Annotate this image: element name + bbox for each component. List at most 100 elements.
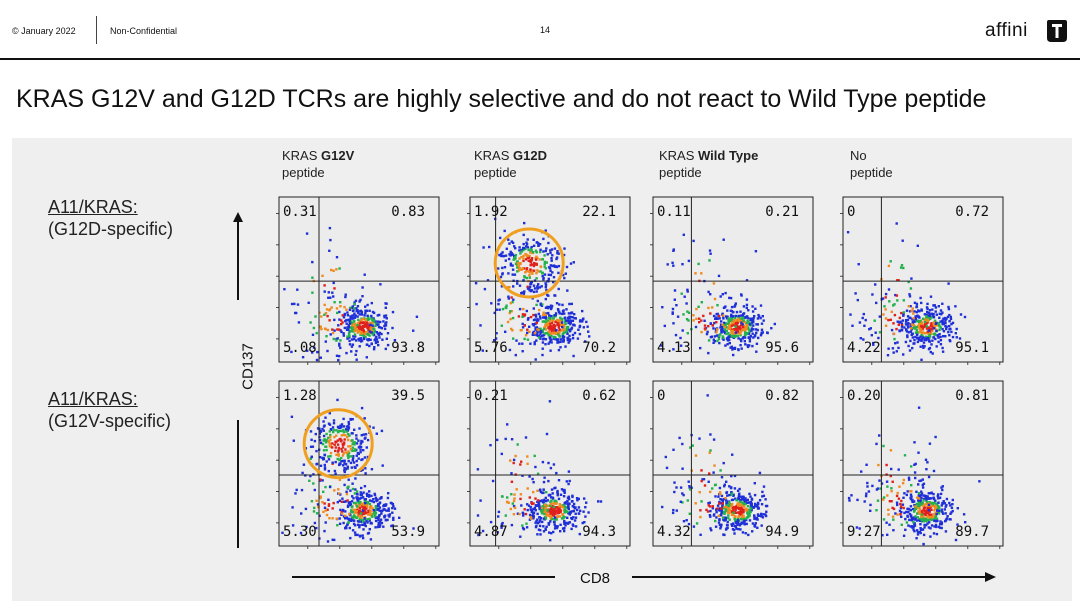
event-dot bbox=[351, 495, 354, 498]
event-dot bbox=[930, 332, 933, 335]
event-dot bbox=[709, 252, 712, 255]
event-dot bbox=[556, 491, 559, 494]
event-dot bbox=[509, 264, 513, 267]
event-dot bbox=[955, 327, 958, 331]
event-dot bbox=[342, 433, 345, 437]
event-dot bbox=[331, 538, 334, 541]
event-dot bbox=[529, 515, 532, 519]
event-dot bbox=[698, 321, 701, 324]
event-dot bbox=[504, 254, 508, 257]
event-dot bbox=[321, 442, 325, 446]
event-dot bbox=[948, 339, 951, 342]
brand-logo-text: affini bbox=[985, 20, 1028, 41]
event-dot bbox=[699, 515, 702, 519]
event-dot bbox=[895, 294, 899, 297]
event-dot bbox=[358, 506, 362, 509]
event-dot bbox=[355, 490, 359, 493]
event-dot bbox=[376, 323, 379, 326]
event-dot bbox=[311, 260, 314, 264]
event-dot bbox=[920, 326, 924, 329]
event-dot bbox=[348, 320, 352, 324]
event-dot bbox=[336, 501, 339, 504]
event-dot bbox=[919, 499, 922, 502]
event-dot bbox=[566, 338, 569, 342]
event-dot bbox=[584, 506, 587, 509]
event-dot bbox=[347, 451, 351, 455]
event-dot bbox=[582, 510, 585, 513]
event-dot bbox=[328, 442, 331, 445]
event-dot bbox=[557, 309, 560, 312]
event-dot bbox=[955, 336, 958, 339]
event-dot bbox=[355, 510, 358, 513]
event-dot bbox=[935, 505, 938, 509]
event-dot bbox=[332, 337, 335, 341]
event-dot bbox=[359, 442, 362, 445]
event-dot bbox=[521, 322, 524, 326]
event-dot bbox=[363, 507, 366, 511]
event-dot bbox=[531, 272, 534, 275]
event-dot bbox=[681, 501, 684, 504]
event-dot bbox=[538, 308, 541, 312]
event-dot bbox=[671, 511, 675, 515]
event-dot bbox=[324, 416, 327, 419]
event-dot bbox=[315, 462, 319, 466]
event-dot bbox=[917, 483, 920, 486]
event-dot bbox=[749, 318, 752, 321]
event-dot bbox=[348, 336, 351, 339]
event-dot bbox=[720, 498, 724, 501]
event-dot bbox=[352, 461, 356, 464]
event-dot bbox=[493, 311, 496, 315]
event-dot bbox=[347, 432, 350, 436]
event-dot bbox=[574, 525, 578, 528]
event-dot bbox=[528, 330, 531, 333]
event-dot bbox=[382, 320, 385, 323]
event-dot bbox=[948, 324, 951, 328]
quadrant-label-lower-left: 4.22 bbox=[847, 340, 881, 356]
event-dot bbox=[896, 279, 899, 282]
event-dot bbox=[541, 460, 545, 464]
event-dot bbox=[757, 507, 760, 510]
event-dot bbox=[717, 495, 720, 498]
event-dot bbox=[924, 338, 928, 342]
event-dot bbox=[738, 487, 741, 491]
event-dot bbox=[567, 502, 570, 505]
event-dot bbox=[932, 316, 936, 319]
event-dot bbox=[294, 311, 297, 315]
event-dot bbox=[370, 331, 373, 334]
event-dot bbox=[533, 506, 537, 510]
event-dot bbox=[518, 284, 522, 287]
event-dot bbox=[526, 338, 530, 341]
event-dot bbox=[938, 526, 942, 529]
event-dot bbox=[747, 320, 750, 323]
event-dot bbox=[381, 464, 384, 467]
event-dot bbox=[375, 338, 379, 341]
event-dot bbox=[900, 329, 904, 332]
event-dot bbox=[902, 314, 905, 317]
event-dot bbox=[934, 310, 937, 313]
event-dot bbox=[369, 324, 373, 328]
event-dot bbox=[858, 321, 862, 324]
event-dot bbox=[900, 325, 904, 328]
event-dot bbox=[331, 446, 334, 449]
event-dot bbox=[927, 502, 931, 505]
event-dot bbox=[515, 263, 519, 266]
event-dot bbox=[533, 333, 536, 336]
event-dot bbox=[519, 497, 522, 501]
event-dot bbox=[297, 321, 301, 324]
event-dot bbox=[545, 261, 548, 264]
event-dot bbox=[909, 493, 913, 496]
event-dot bbox=[324, 440, 327, 443]
event-dot bbox=[327, 439, 330, 443]
event-dot bbox=[338, 344, 341, 347]
event-dot bbox=[543, 476, 546, 479]
event-dot bbox=[523, 290, 526, 293]
event-dot bbox=[543, 510, 546, 513]
event-dot bbox=[686, 310, 689, 313]
event-dot bbox=[931, 352, 934, 355]
event-dot bbox=[344, 510, 347, 513]
event-dot bbox=[353, 333, 357, 336]
event-dot bbox=[899, 506, 903, 510]
event-dot bbox=[679, 336, 682, 340]
event-dot bbox=[937, 493, 940, 496]
event-dot bbox=[366, 521, 369, 524]
